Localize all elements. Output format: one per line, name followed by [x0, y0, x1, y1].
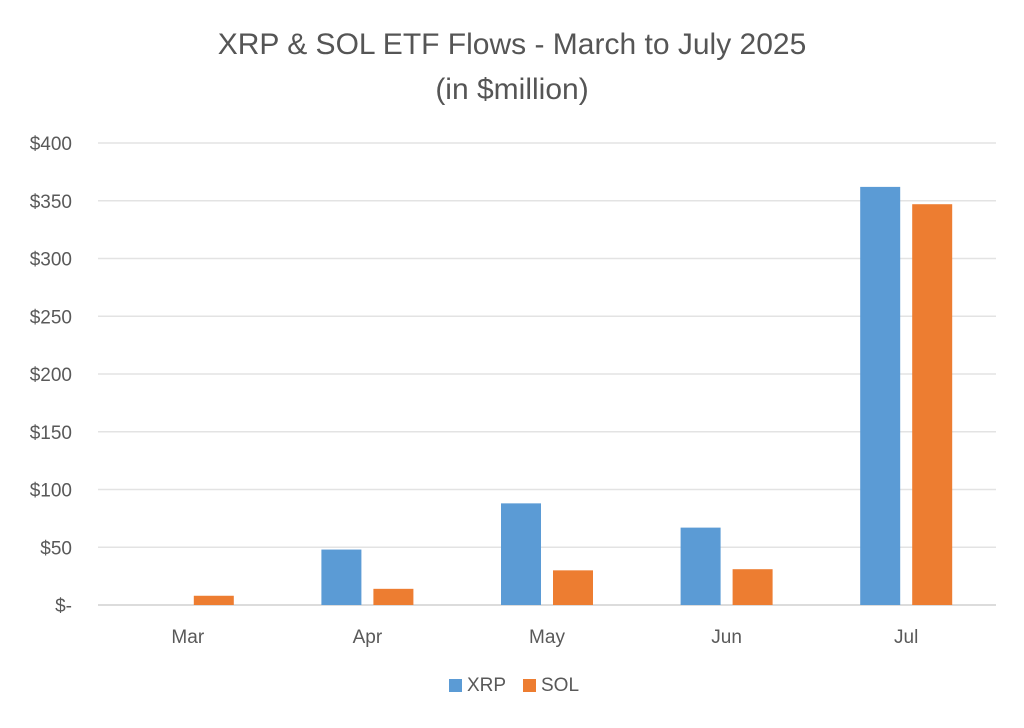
x-tick-label: Apr [353, 627, 383, 648]
gridlines [98, 142, 996, 606]
bar-sol-apr [373, 588, 414, 605]
y-tick-label: $100 [30, 481, 72, 502]
chart-title: XRP & SOL ETF Flows - March to July 2025 [218, 28, 807, 61]
y-tick-label: $- [55, 596, 72, 617]
x-axis-ticks: Mar Apr May Jun Jul [171, 627, 918, 648]
y-tick-label: $250 [30, 307, 72, 328]
x-tick-label: May [529, 627, 565, 648]
legend-label-sol: SOL [541, 675, 579, 696]
bar-sol-jun [732, 569, 773, 605]
bar-xrp-jun [680, 527, 721, 605]
bar-xrp-apr [321, 549, 362, 605]
y-tick-label: $400 [30, 134, 72, 155]
x-tick-label: Mar [171, 627, 204, 648]
chart-subtitle: (in $million) [435, 73, 588, 106]
x-tick-label: Jun [711, 627, 742, 648]
y-axis-ticks: $- $50 $100 $150 $200 $250 $300 $350 $400 [30, 134, 72, 617]
bar-xrp-jul [860, 186, 901, 605]
y-tick-label: $200 [30, 365, 72, 386]
y-tick-label: $50 [40, 538, 72, 559]
legend-swatch-xrp [449, 679, 462, 692]
y-tick-label: $300 [30, 250, 72, 271]
bar-sol-mar [193, 595, 234, 605]
bar-sol-jul [912, 204, 953, 605]
bar-sol-may [553, 570, 593, 605]
legend-swatch-sol [523, 679, 536, 692]
bars [193, 186, 953, 605]
legend: XRP SOL [449, 675, 579, 696]
x-tick-label: Jul [894, 627, 918, 648]
y-tick-label: $150 [30, 423, 72, 444]
bar-xrp-may [501, 503, 541, 605]
legend-label-xrp: XRP [467, 675, 506, 696]
y-tick-label: $350 [30, 192, 72, 213]
